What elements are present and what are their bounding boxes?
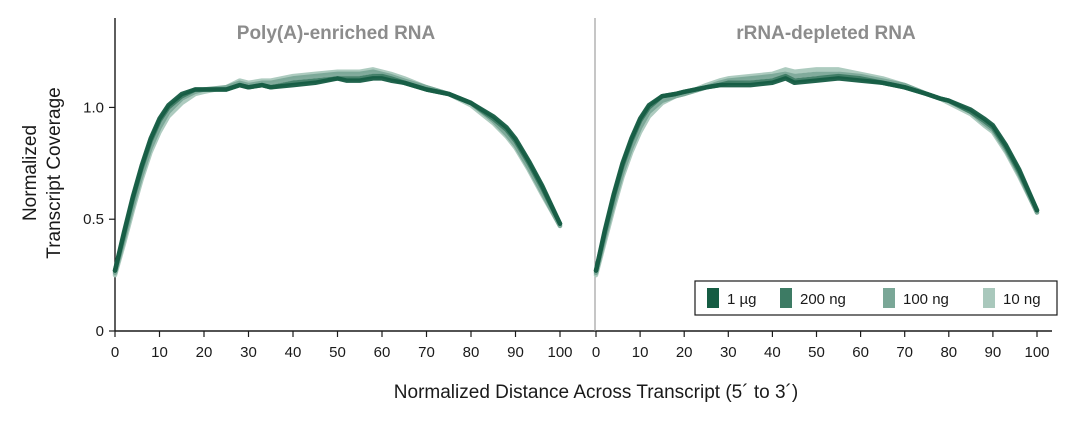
x-tick-label: 50 <box>808 344 825 361</box>
x-ticks-right: 0 10 20 30 40 50 60 70 80 90 100 <box>592 331 1050 361</box>
x-ticks-left: 0 10 20 30 40 50 60 70 80 90 100 <box>111 331 573 361</box>
x-axis-title: Normalized Distance Across Transcript (5… <box>394 382 798 403</box>
legend-swatch <box>780 288 792 308</box>
x-tick-label: 70 <box>418 344 435 361</box>
panel-title-rrna: rRNA-depleted RNA <box>736 23 916 44</box>
series-group-rrna <box>593 67 1040 278</box>
legend-label: 100 ng <box>903 291 949 308</box>
y-tick-label: 0.5 <box>83 211 104 228</box>
x-tick-label: 90 <box>507 344 524 361</box>
legend-box <box>694 280 1058 316</box>
legend-swatch <box>707 288 719 308</box>
x-tick-label: 30 <box>240 344 257 361</box>
x-tick-label: 100 <box>547 344 572 361</box>
x-tick-label: 20 <box>676 344 693 361</box>
panel-title-polya: Poly(A)-enriched RNA <box>237 23 436 44</box>
x-tick-label: 0 <box>111 344 119 361</box>
legend-label: 1 µg <box>727 291 757 308</box>
series-line-1-ug <box>112 76 563 273</box>
x-tick-label: 10 <box>151 344 168 361</box>
y-tick-label: 1.0 <box>83 99 104 116</box>
x-tick-label: 20 <box>196 344 213 361</box>
legend-swatch <box>983 288 995 308</box>
x-tick-label: 90 <box>985 344 1002 361</box>
x-tick-label: 50 <box>329 344 346 361</box>
x-tick-label: 40 <box>285 344 302 361</box>
x-tick-label: 60 <box>374 344 391 361</box>
legend: 1 µg 200 ng 100 ng 10 ng <box>694 280 1058 316</box>
x-tick-label: 30 <box>720 344 737 361</box>
y-axis-title-line1: Normalized <box>20 125 41 221</box>
y-ticks: 0 0.5 1.0 <box>83 99 115 340</box>
legend-swatch <box>883 288 895 308</box>
x-tick-label: 0 <box>592 344 600 361</box>
y-tick-label: 0 <box>96 323 104 340</box>
x-tick-label: 100 <box>1024 344 1049 361</box>
series-line-1-ug <box>593 76 1040 273</box>
series-group-polya <box>112 67 563 278</box>
x-tick-label: 40 <box>764 344 781 361</box>
x-tick-label: 80 <box>463 344 480 361</box>
x-tick-label: 80 <box>940 344 957 361</box>
legend-label: 200 ng <box>800 291 846 308</box>
legend-label: 10 ng <box>1003 291 1041 308</box>
y-axis-title-line2: Transcript Coverage <box>44 87 65 258</box>
x-tick-label: 70 <box>896 344 913 361</box>
x-tick-label: 10 <box>632 344 649 361</box>
x-tick-label: 60 <box>852 344 869 361</box>
